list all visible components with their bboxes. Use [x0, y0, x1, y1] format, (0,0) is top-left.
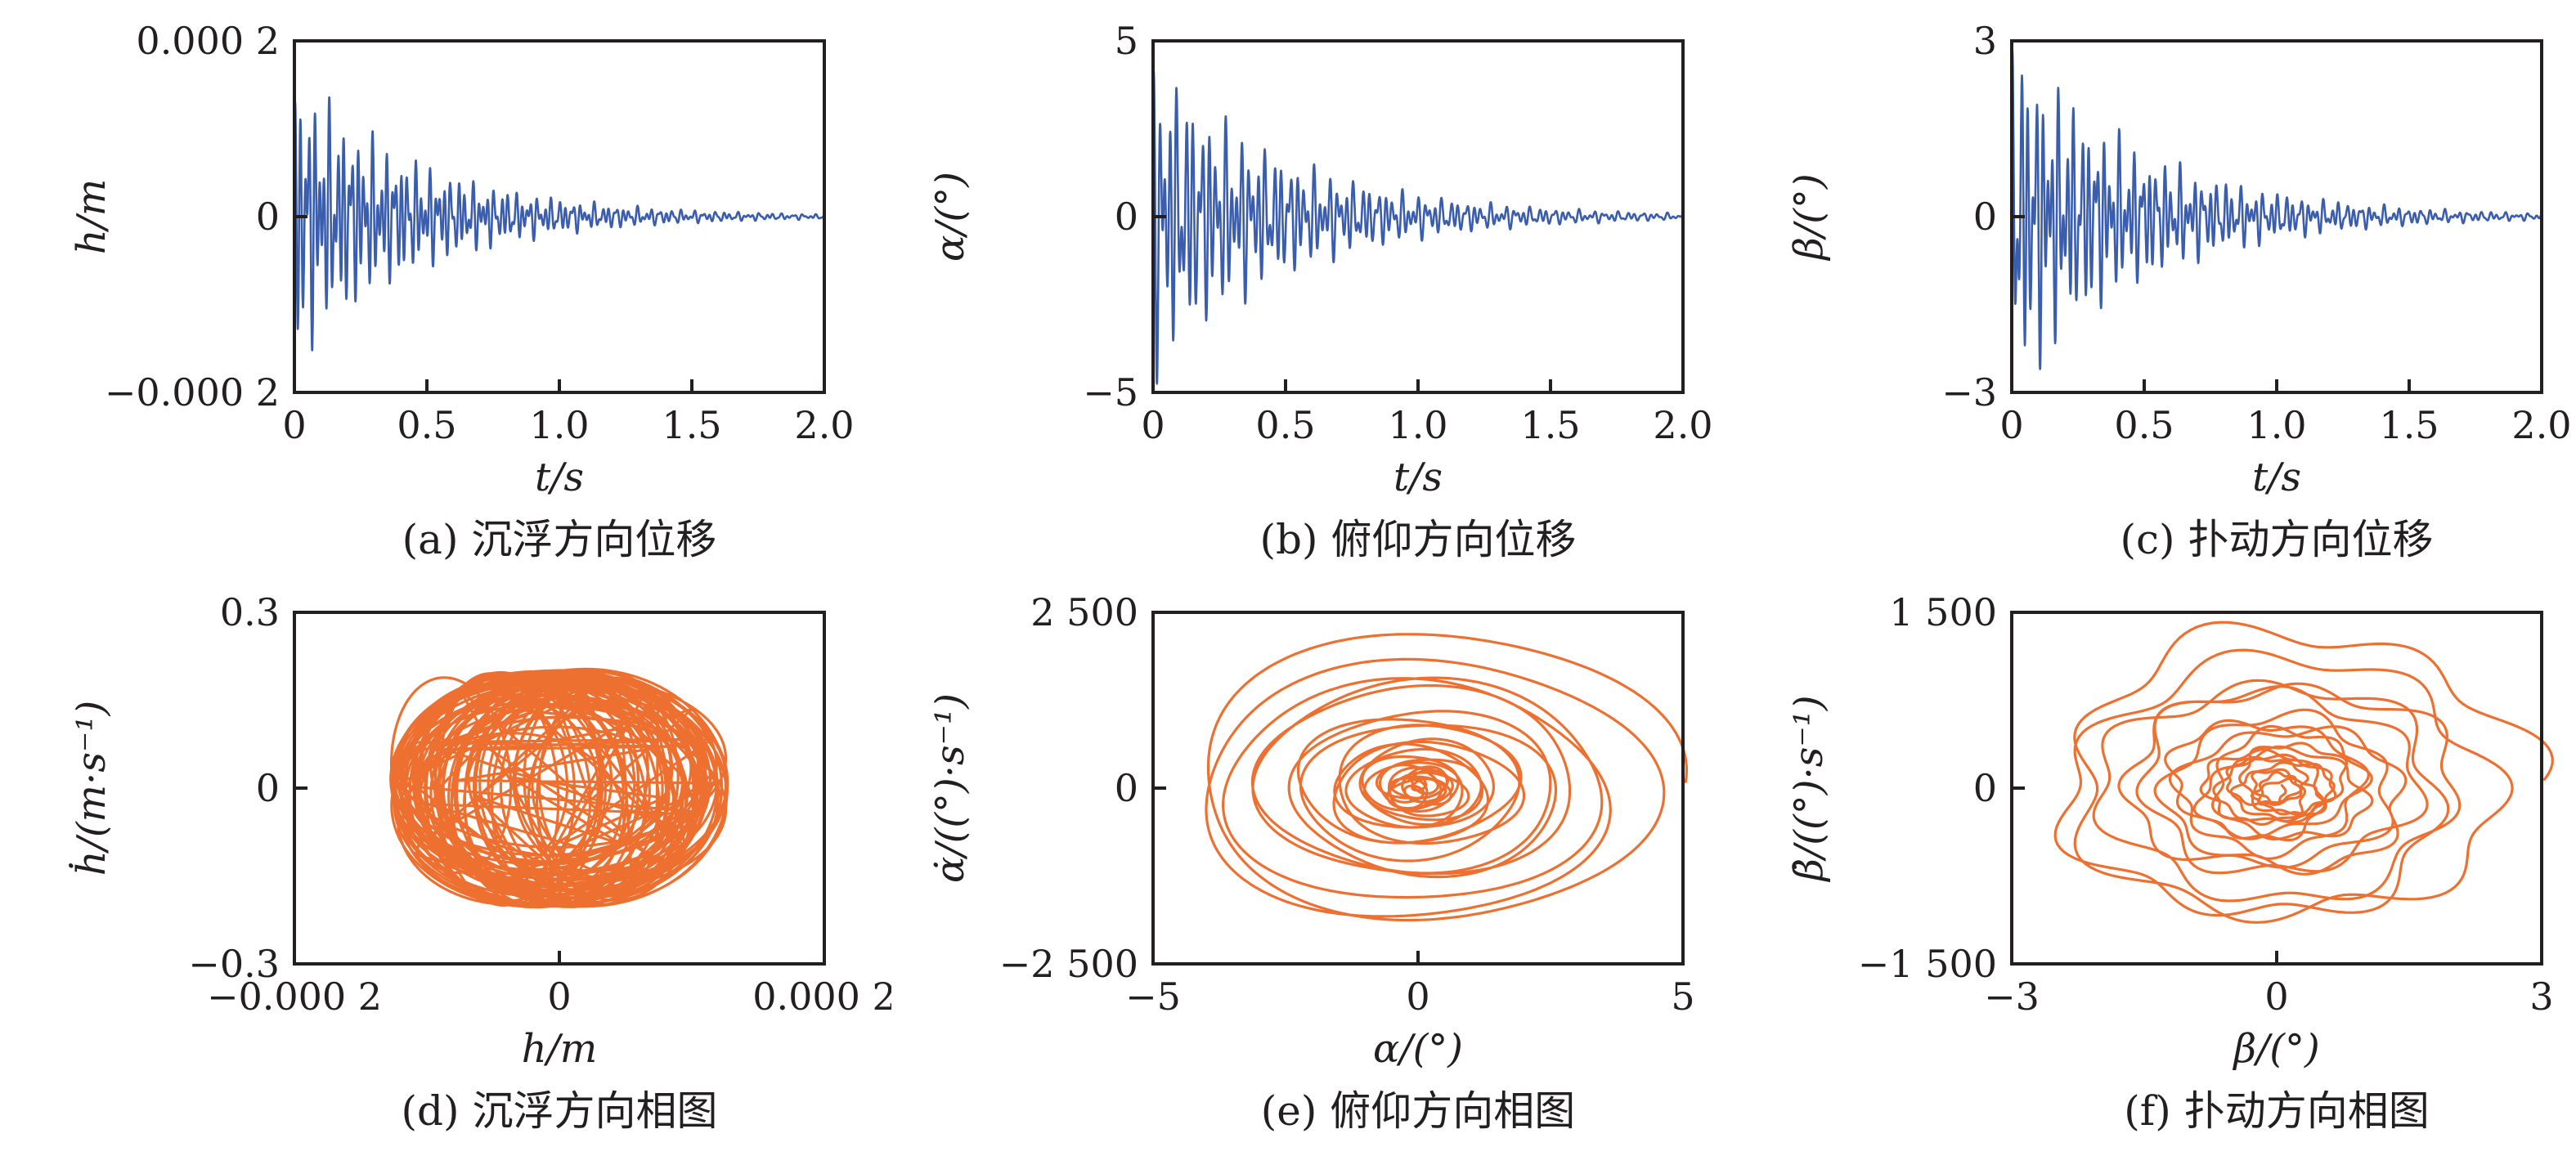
y-tick-label-f: 1 500: [1889, 590, 1997, 634]
series-line-f: [2053, 621, 2554, 924]
x-tick-label-f: −3: [1984, 975, 2040, 1019]
x-tick-label-c: 1.5: [2379, 403, 2439, 447]
plot-frame-f: [2010, 611, 2543, 966]
panel-b: 0 0.5 1.0 1.5 2.0 5 0 −5 α/(°) t/s (b) 俯仰方向位移: [891, 13, 1750, 585]
series-line-e: [1205, 633, 1688, 922]
x-tick-label-e: −5: [1125, 975, 1181, 1019]
y-tick-label-d: −0.3: [188, 942, 280, 986]
y-axis-label-f: β̇/((°)·s⁻¹): [1786, 695, 1832, 881]
y-tick-label-c: 0: [1973, 195, 1997, 239]
x-tick-label-e: 5: [1671, 975, 1694, 1019]
x-tick-label-c: 0.5: [2114, 403, 2174, 447]
y-tick-label-e: 2 500: [1030, 590, 1138, 634]
x-tick-label-a: 2.0: [794, 403, 854, 447]
y-tick-label-c: 3: [1973, 19, 1997, 63]
caption-f: (f) 扑动方向相图: [2124, 1087, 2430, 1135]
panel-f: −3 0 3 1 500 0 −1 500 β̇/((°)·s⁻¹) β/(°) (f) …: [1750, 585, 2576, 1156]
series-line-a: [293, 96, 826, 352]
caption-b: (b) 俯仰方向位移: [1259, 516, 1577, 563]
panel-e: −5 0 5 2 500 0 −2 500 α̇/((°)·s⁻¹) α/(°) (e) …: [891, 585, 1750, 1156]
x-tick-label-c: 1.0: [2246, 403, 2306, 447]
y-tick-label-a: 0.000 2: [136, 19, 280, 63]
x-axis-label-f: β/(°): [2233, 1026, 2320, 1072]
x-tick-label-b: 1.0: [1388, 403, 1447, 447]
x-axis-label-b: t/s: [1393, 455, 1443, 500]
caption-c: (c) 扑动方向位移: [2120, 516, 2434, 563]
y-tick-label-d: 0: [256, 766, 280, 810]
plot-a: 0 0.5 1.0 1.5 2.00.000 20−0.000 2: [105, 19, 855, 447]
series-line-c: [2010, 50, 2543, 370]
x-tick-label-f: 0: [2264, 975, 2288, 1019]
x-tick-label-d: 0: [547, 975, 571, 1019]
y-tick-label-e: −2 500: [999, 942, 1138, 986]
y-axis-label-e: α̇/((°)·s⁻¹): [927, 693, 973, 883]
plot-e: −5 0 5 2 500 0 −2 500: [999, 590, 1695, 1019]
x-tick-label-b: 2.0: [1653, 403, 1712, 447]
x-tick-label-a: 1.5: [662, 403, 721, 447]
x-tick-label-a: 0: [282, 403, 306, 447]
y-tick-label-b: 0: [1115, 195, 1138, 239]
caption-e: (e) 俯仰方向相图: [1260, 1087, 1576, 1135]
y-tick-label-c: −3: [1941, 370, 1997, 414]
plot-b: 0 0.5 1.0 1.5 2.050−5: [1083, 19, 1712, 447]
x-tick-label-e: 0: [1406, 975, 1429, 1019]
plot-d: −0.000 2 0 0.000 2 0.3 0 −0.3: [188, 590, 891, 1019]
x-axis-label-a: t/s: [534, 455, 585, 500]
plot-c: 0 0.5 1.0 1.5 2.030−3: [1941, 19, 2571, 447]
x-tick-label-d: 0.000 2: [752, 975, 891, 1019]
panel-d: −0.000 2 0 0.000 2 0.3 0 −0.3 ḣ/(m·s⁻¹) h/m (…: [33, 585, 891, 1156]
x-tick-label-c: 0: [1999, 403, 2023, 447]
y-axis-label-c: β/(°): [1786, 173, 1832, 260]
series-line-b: [1151, 70, 1685, 385]
panel-c: 0 0.5 1.0 1.5 2.0 3 0 −3 β/(°) t/s (c) 扑动方向位移: [1750, 13, 2576, 585]
caption-a: (a) 沉浮方向位移: [402, 516, 717, 563]
caption-d: (d) 沉浮方向相图: [401, 1087, 718, 1135]
series-line-d: [389, 667, 729, 909]
y-axis-label-b: α/(°): [927, 171, 973, 262]
x-tick-label-a: 1.0: [529, 403, 589, 447]
panel-a: 0 0.5 1.0 1.5 2.0 0.000 2 0 −0.000 2 h/m t/s (a…: [33, 13, 891, 585]
y-tick-label-b: −5: [1083, 370, 1138, 414]
x-tick-label-b: 1.5: [1520, 403, 1580, 447]
x-tick-label-c: 2.0: [2511, 403, 2571, 447]
y-axis-label-a: h/m: [69, 178, 114, 255]
x-axis-label-e: α/(°): [1372, 1026, 1464, 1072]
x-tick-label-f: 3: [2529, 975, 2553, 1019]
y-tick-label-e: 0: [1115, 766, 1138, 810]
x-tick-label-d: −0.000 2: [207, 975, 382, 1019]
y-tick-label-d: 0.3: [220, 590, 280, 634]
plot-f: −3 0 3 1 500 0 −1 500: [1858, 590, 2554, 1019]
y-tick-label-a: 0: [256, 195, 280, 239]
y-axis-label-d: ḣ/(m·s⁻¹): [69, 700, 114, 876]
y-tick-label-f: 0: [1973, 766, 1997, 810]
x-tick-label-b: 0: [1141, 403, 1165, 447]
x-tick-label-a: 0.5: [397, 403, 456, 447]
x-tick-label-b: 0.5: [1255, 403, 1315, 447]
x-axis-label-d: h/m: [521, 1026, 598, 1072]
x-axis-label-c: t/s: [2251, 455, 2302, 500]
y-tick-label-f: −1 500: [1858, 942, 1997, 986]
y-tick-label-b: 5: [1115, 19, 1138, 63]
y-tick-label-a: −0.000 2: [105, 370, 280, 414]
